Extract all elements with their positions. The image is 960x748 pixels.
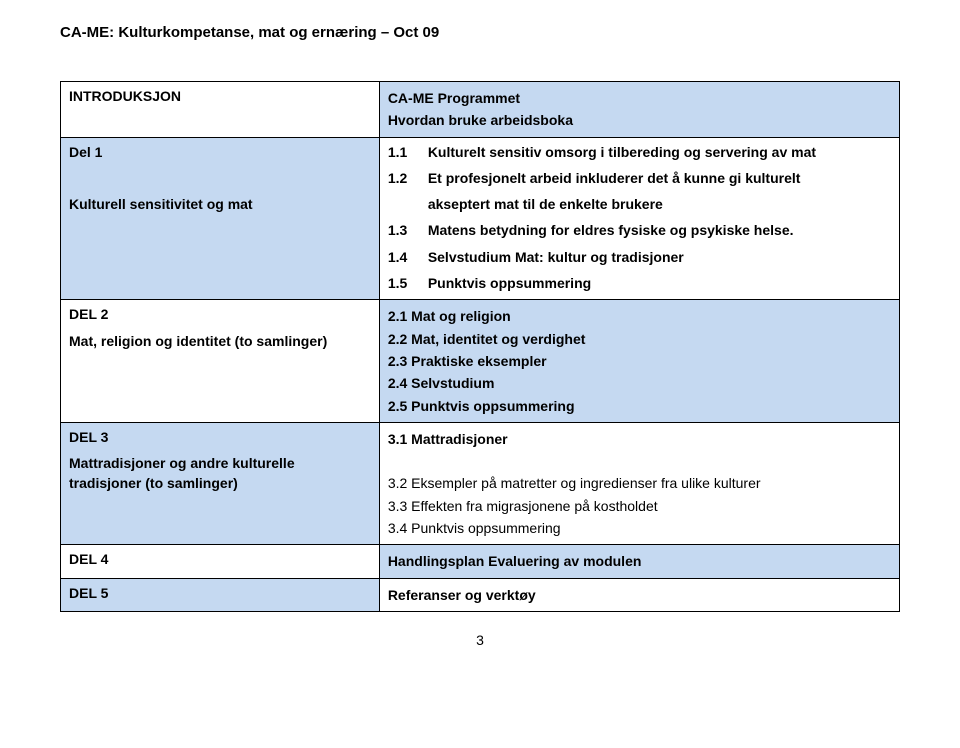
right-cell: Referanser og verktøy [379,578,899,611]
left-cell: Del 1 Kulturell sensitivitet og mat [61,137,380,300]
right-cell: 3.1 Mattradisjoner 3.2 Eksempler på matr… [379,422,899,544]
cell-text: DEL 5 [69,583,371,603]
item-number: 1.5 [388,273,414,293]
cell-text [388,451,891,471]
cell-text [69,168,371,188]
cell-text: Handlingsplan Evaluering av modulen [388,551,891,571]
left-cell: DEL 4 [61,545,380,578]
cell-text: 2.5 Punktvis oppsummering [388,396,891,416]
item-text: Punktvis oppsummering [428,273,891,293]
table-row: DEL 5 Referanser og verktøy [61,578,900,611]
cell-text: Mattradisjoner og andre kulturelle tradi… [69,453,371,494]
right-cell: CA-ME ProgrammetHvordan bruke arbeidsbok… [379,82,899,138]
cell-text: 2.1 Mat og religion [388,306,891,326]
item-text: Matens betydning for eldres fysiske og p… [428,220,891,240]
left-cell: INTRODUKSJON [61,82,380,138]
numbered-item: 1.2 Et profesjonelt arbeid inkluderer det… [388,168,891,188]
numbered-item: 1.4 Selvstudium Mat: kultur og tradisjone… [388,247,891,267]
cell-text: Del 1 [69,142,371,162]
cell-text: 3.3 Effekten fra migrasjonene på kosthol… [388,496,891,516]
cell-text: 2.2 Mat, identitet og verdighet [388,329,891,349]
cell-text: 3.2 Eksempler på matretter og ingrediens… [388,473,891,493]
cell-text: INTRODUKSJON [69,86,371,106]
cell-text: DEL 2 [69,304,371,324]
right-cell: 2.1 Mat og religion 2.2 Mat, identitet og… [379,300,899,422]
item-continuation: akseptert mat til de enkelte brukere [388,194,891,214]
cell-text: CA-ME Programmet [388,88,891,108]
table-row: DEL 2 Mat, religion og identitet (to saml… [61,300,900,422]
item-text: Kulturelt sensitiv omsorg i tilbereding … [428,142,891,162]
left-cell: DEL 5 [61,578,380,611]
page-header: CA-ME: Kulturkompetanse, mat og ernæring… [60,24,900,41]
right-cell: 1.1 Kulturelt sensitiv omsorg i tilberedi… [379,137,899,300]
right-cell: Handlingsplan Evaluering av modulen [379,545,899,578]
cell-text: 2.4 Selvstudium [388,373,891,393]
table-row: INTRODUKSJON CA-ME ProgrammetHvordan bruk… [61,82,900,138]
item-number: 1.3 [388,220,414,240]
cell-text: DEL 4 [69,549,371,569]
table-row: Del 1 Kulturell sensitivitet og mat 1.1 Ku… [61,137,900,300]
cell-text: Mat, religion og identitet (to samlinger… [69,331,371,351]
cell-text: Referanser og verktøy [388,585,891,605]
numbered-item: 1.1 Kulturelt sensitiv omsorg i tilberedi… [388,142,891,162]
cell-text: Hvordan bruke arbeidsboka [388,110,891,130]
numbered-item: 1.5 Punktvis oppsummering [388,273,891,293]
cell-text: 3.4 Punktvis oppsummering [388,518,891,538]
item-text: Et profesjonelt arbeid inkluderer det å … [428,168,891,188]
cell-text: Kulturell sensitivitet og mat [69,194,371,214]
table-row: DEL 3 Mattradisjoner og andre kulturelle … [61,422,900,544]
item-text: Selvstudium Mat: kultur og tradisjoner [428,247,891,267]
table-row: DEL 4 Handlingsplan Evaluering av modulen [61,545,900,578]
cell-text: 2.3 Praktiske eksempler [388,351,891,371]
left-cell: DEL 2 Mat, religion og identitet (to saml… [61,300,380,422]
item-number: 1.2 [388,168,414,188]
cell-text: 3.1 Mattradisjoner [388,429,891,449]
content-table: INTRODUKSJON CA-ME ProgrammetHvordan bruk… [60,81,900,612]
left-cell: DEL 3 Mattradisjoner og andre kulturelle … [61,422,380,544]
cell-text: DEL 3 [69,427,371,447]
page-number: 3 [60,632,900,648]
item-number: 1.1 [388,142,414,162]
item-number: 1.4 [388,247,414,267]
numbered-item: 1.3 Matens betydning for eldres fysiske o… [388,220,891,240]
